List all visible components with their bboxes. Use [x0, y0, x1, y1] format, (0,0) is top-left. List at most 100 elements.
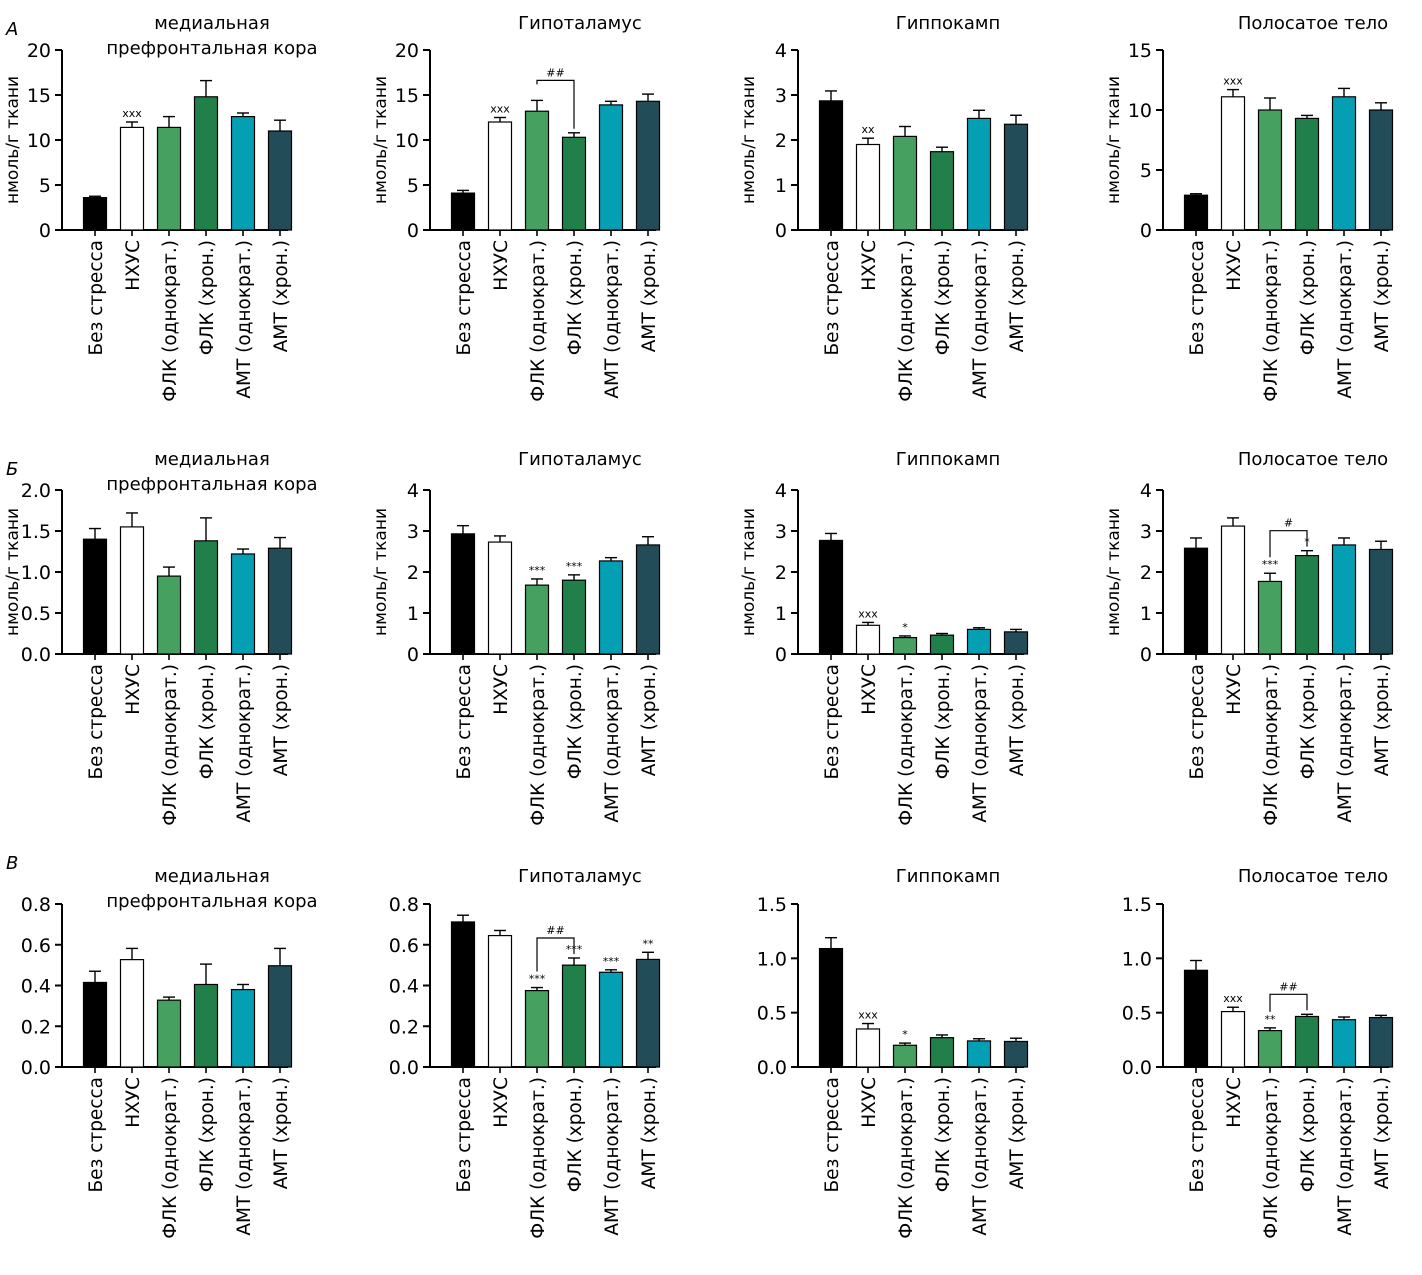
significance-mark: * [902, 1028, 908, 1041]
bar [1331, 544, 1357, 655]
x-tick-label: АМТ (однократ.) [234, 1077, 255, 1236]
bar [267, 130, 293, 231]
x-tick-label: ФЛК (однократ.) [896, 240, 917, 402]
x-tick-label: АМТ (однократ.) [1335, 1077, 1356, 1236]
chart-panel: Гиппокамп 0.0 0.5 1.0 1.5 Без стресса НХУС ФЛК … [757, 866, 1029, 1239]
y-tick-label: 0.0 [21, 1057, 51, 1079]
bar [487, 934, 513, 1068]
y-tick-label: 0.6 [21, 935, 51, 957]
y-tick-label: 4 [775, 40, 787, 62]
significance-mark: *** [603, 955, 620, 968]
bar [82, 981, 108, 1068]
x-tick-label: Без стресса [1187, 240, 1208, 356]
x-tick-label: НХУС [123, 1077, 144, 1128]
bar [82, 197, 108, 231]
bar [524, 584, 550, 655]
bar [119, 959, 145, 1068]
bar [892, 1044, 918, 1068]
x-tick-label: АМТ (однократ.) [1335, 664, 1356, 823]
x-tick-label: АМТ (хрон.) [271, 1077, 292, 1189]
bar [450, 192, 476, 231]
significance-mark: *** [566, 560, 583, 573]
y-tick-label: 1 [1140, 603, 1152, 625]
bar [1003, 123, 1029, 231]
bar [1368, 548, 1394, 655]
bar [193, 540, 219, 655]
y-axis-label: нмоль/г ткани [739, 508, 759, 636]
chart-title: Полосатое тело [1238, 13, 1388, 34]
y-tick-label: 1 [775, 603, 787, 625]
bar [487, 541, 513, 655]
chart-title: медиальная [154, 13, 270, 34]
bar [1003, 1040, 1029, 1068]
chart-title: медиальная [154, 866, 270, 887]
y-tick-label: 15 [1128, 40, 1152, 62]
comparison-bracket [1269, 993, 1308, 1012]
x-tick-label: НХУС [123, 240, 144, 291]
y-tick-label: 0.0 [1122, 1057, 1152, 1079]
bar [450, 533, 476, 655]
panel-label: Б [6, 459, 18, 480]
bar [119, 526, 145, 655]
bar [966, 628, 992, 655]
comparison-bracket [1269, 530, 1308, 558]
bar [193, 983, 219, 1068]
bar [1220, 96, 1246, 231]
chart-panel: Полосатое тело 0.0 0.5 1.0 1.5 Без стресса НХУ… [1122, 866, 1394, 1239]
bar [1220, 1010, 1246, 1068]
bar [487, 121, 513, 231]
y-tick-label: 0.0 [21, 644, 51, 666]
x-tick-label: АМТ (хрон.) [271, 664, 292, 776]
x-tick-label: АМТ (хрон.) [1007, 664, 1028, 776]
bar [929, 1037, 955, 1068]
x-tick-label: АМТ (однократ.) [1335, 240, 1356, 399]
x-tick-label: Без стресса [454, 664, 475, 780]
y-tick-label: 1.0 [1122, 948, 1152, 970]
chart-panel: Полосатое тело 0 1 2 3 4 нмоль/г ткани Без стре… [1104, 449, 1394, 826]
y-axis-label: нмоль/г ткани [3, 76, 23, 204]
bar [524, 110, 550, 231]
y-tick-label: 0.0 [389, 1057, 419, 1079]
x-tick-label: ФЛК (хрон.) [933, 1077, 954, 1192]
x-tick-label: Без стресса [86, 1077, 107, 1193]
chart-panel: медиальная префронтальная кора 0.0 0.2 0.4 0.… [21, 866, 318, 1239]
x-tick-label: АМТ (хрон.) [639, 1077, 660, 1189]
chart-panel: медиальная префронтальная кора 0 5 10 15 20нмо… [3, 13, 318, 402]
significance-mark: *** [1262, 558, 1279, 571]
x-tick-label: АМТ (однократ.) [602, 664, 623, 823]
significance-mark: xxx [858, 1009, 878, 1022]
bar [561, 136, 587, 231]
y-axis-label: нмоль/г ткани [3, 508, 23, 636]
x-tick-label: ФЛК (хрон.) [565, 664, 586, 779]
chart-panel: Гипоталамус 0.0 0.2 0.4 0.6 0.8 Без стресса НХУ… [389, 866, 661, 1239]
y-tick-label: 2 [775, 130, 787, 152]
y-tick-label: 0.2 [21, 1016, 51, 1038]
bar [1257, 580, 1283, 655]
bar [1183, 969, 1209, 1068]
bar [1220, 525, 1246, 655]
chart-title: медиальная [154, 449, 270, 470]
y-tick-label: 0 [1140, 220, 1152, 242]
x-tick-label: ФЛК (хрон.) [1298, 1077, 1319, 1192]
x-tick-label: ФЛК (однократ.) [528, 664, 549, 826]
x-tick-label: ФЛК (однократ.) [528, 1077, 549, 1239]
x-tick-label: АМТ (однократ.) [602, 240, 623, 399]
x-tick-label: АМТ (хрон.) [639, 240, 660, 352]
y-axis-label: нмоль/г ткани [1104, 508, 1124, 636]
bar [929, 151, 955, 231]
bar [156, 999, 182, 1068]
x-tick-label: ФЛК (однократ.) [1261, 1077, 1282, 1239]
x-tick-label: Без стресса [1187, 1077, 1208, 1193]
y-tick-label: 5 [1140, 160, 1152, 182]
bar [267, 965, 293, 1068]
bar [230, 988, 256, 1068]
chart-panel: Гипоталамус 0 1 2 3 4 нмоль/г ткани Без стресса… [371, 449, 661, 826]
y-tick-label: 0.5 [1122, 1003, 1152, 1025]
y-axis-label: нмоль/г ткани [371, 508, 391, 636]
y-axis-label: нмоль/г ткани [1104, 76, 1124, 204]
bar [598, 560, 624, 655]
comparison-mark: # [1284, 517, 1293, 530]
bar [1368, 1016, 1394, 1068]
